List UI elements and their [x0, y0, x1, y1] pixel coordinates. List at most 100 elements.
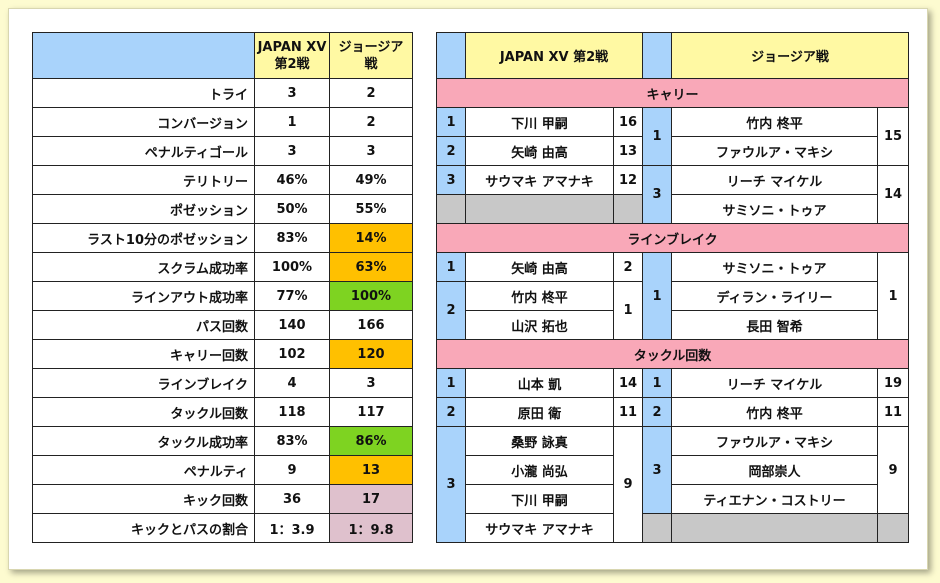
stat-georgia: 2 [329, 78, 413, 108]
stat-label: スクラム成功率 [32, 252, 255, 282]
stat-japan: 77% [254, 281, 330, 311]
stat-value: 9 [877, 426, 910, 514]
stats-row: パス回数 140 166 [32, 310, 413, 340]
rank-cell: 1 [642, 107, 673, 166]
empty-cell [877, 513, 910, 543]
stats-row: トライ 3 2 [32, 78, 413, 108]
leader-row: 3 桑野 詠真 9 3 ファウルア・マキシ 9 [436, 426, 910, 543]
stat-japan: 102 [254, 339, 330, 369]
player-name: 竹内 柊平 [671, 397, 879, 427]
stat-value: 9 [612, 426, 644, 543]
stats-row: コンバージョン 1 2 [32, 107, 413, 137]
stat-georgia: 120 [329, 339, 413, 369]
section-title-row: キャリー [435, 78, 910, 108]
section-title-carry: キャリー [435, 78, 910, 108]
player-name: サミソニ・トゥア [671, 252, 879, 282]
empty-cell [465, 194, 614, 224]
stat-value: 12 [612, 165, 644, 195]
stat-value: 1 [612, 281, 644, 340]
rank-cell: 2 [436, 281, 466, 340]
player-name: 下川 甲嗣 [465, 107, 614, 137]
header-georgia-line1: ジョージア [338, 39, 404, 55]
stat-japan: 140 [254, 310, 330, 340]
stat-georgia: 3 [329, 136, 413, 166]
stat-value: 2 [612, 252, 644, 282]
player-name: 小瀧 尚弘 [465, 455, 614, 485]
leader-row: 山沢 拓也 長田 智希 [437, 310, 909, 340]
header-georgia: ジョージア戦 [329, 32, 413, 79]
stat-georgia: 49% [329, 165, 413, 195]
match-stats-table: JAPAN XV 第2戦 ジョージア戦 トライ 3 2 コンバージョン 1 2 ペナルティ… [32, 32, 413, 543]
stat-label: ペナルティゴール [32, 136, 255, 166]
header-georgia-line2: 戦 [364, 56, 378, 72]
leader-row: 1 矢崎 由高 2 1 サミソニ・トゥア 1 [436, 252, 910, 340]
rank-cell: 1 [436, 107, 466, 137]
rank-cell: 1 [436, 368, 466, 398]
leader-row: サミソニ・トゥア [436, 194, 909, 224]
stats-row: キャリー回数 102 120 [32, 339, 413, 369]
header-japan-line2: 第2戦 [274, 56, 310, 72]
leader-row: 2 竹内 柊平 1 ディラン・ライリー [436, 281, 909, 340]
player-name: ファウルア・マキシ [671, 426, 879, 456]
stat-japan: 3 [254, 136, 330, 166]
stat-value: 19 [877, 368, 910, 398]
stats-row: タックル回数 118 117 [32, 397, 413, 427]
player-name: 原田 衛 [465, 397, 614, 427]
stat-value: 15 [877, 107, 910, 166]
rank-cell: 1 [436, 252, 466, 282]
stat-value: 14 [877, 165, 910, 224]
leader-row: 1 山本 凱 14 1 リーチ マイケル 19 [436, 368, 910, 398]
player-name: リーチ マイケル [671, 165, 879, 195]
stat-japan: 36 [254, 484, 330, 514]
stats-row: ペナルティ 9 13 [32, 455, 413, 485]
header-japan: JAPAN XV 第2戦 [254, 32, 330, 79]
stat-japan: 46% [254, 165, 330, 195]
leader-row: 2 矢崎 由高 13 ファウルア・マキシ [436, 136, 909, 166]
stat-georgia: 100% [329, 281, 413, 311]
rank-cell: 2 [436, 136, 466, 166]
player-leaders-table: JAPAN XV 第2戦 ジョージア戦 キャリー 1 下川 甲嗣 16 1 竹内… [435, 32, 910, 543]
leader-row: 2 原田 衛 11 2 竹内 柊平 11 [436, 397, 910, 427]
stat-georgia: 17 [329, 484, 413, 514]
rank-cell: 3 [642, 426, 673, 514]
stat-georgia: 166 [329, 310, 413, 340]
rank-cell: 1 [642, 368, 673, 398]
stat-japan: 100% [254, 252, 330, 282]
stat-georgia: 3 [329, 368, 413, 398]
rank-cell: 1 [642, 252, 673, 340]
player-name: サウマキ アマナキ [465, 513, 614, 543]
stats-row: キックとパスの割合 1：3.9 1：9.8 [32, 513, 413, 543]
empty-cell [436, 194, 466, 224]
stat-label: ポゼッション [32, 194, 255, 224]
stat-label: パス回数 [32, 310, 255, 340]
stats-row: ペナルティゴール 3 3 [32, 136, 413, 166]
leader-row: 下川 甲嗣 ティエナン・コストリー [437, 484, 909, 514]
stat-georgia: 63% [329, 252, 413, 282]
stat-label: ペナルティ [32, 455, 255, 485]
stat-georgia: 13 [329, 455, 413, 485]
stat-japan: 4 [254, 368, 330, 398]
stat-value: 16 [612, 107, 644, 137]
player-name: 桑野 詠真 [465, 426, 614, 456]
stat-value: 1 [877, 252, 910, 340]
header-japan: JAPAN XV 第2戦 [464, 32, 644, 79]
stats-row: キック回数 36 17 [32, 484, 413, 514]
stat-georgia: 55% [329, 194, 413, 224]
section-title-tackle: タックル回数 [435, 339, 910, 369]
stat-label: テリトリー [32, 165, 255, 195]
stat-label: タックル回数 [32, 397, 255, 427]
player-name: 山沢 拓也 [465, 310, 614, 340]
player-name: ティエナン・コストリー [671, 484, 879, 514]
header-rank-blank [436, 32, 466, 79]
stat-japan: 9 [254, 455, 330, 485]
stats-row: ラスト10分のポゼッション 83% 14% [32, 223, 413, 253]
header-japan-line1: JAPAN XV [257, 39, 327, 55]
rank-cell: 3 [436, 426, 466, 543]
stats-row: ラインブレイク 4 3 [32, 368, 413, 398]
leader-row: 小瀧 尚弘 岡部崇人 [437, 455, 909, 485]
stat-label: キャリー回数 [32, 339, 255, 369]
stat-label: トライ [32, 78, 255, 108]
section-title-linebreak: ラインブレイク [435, 223, 910, 253]
stats-row: ラインアウト成功率 77% 100% [32, 281, 413, 311]
stat-label: ラスト10分のポゼッション [32, 223, 255, 253]
